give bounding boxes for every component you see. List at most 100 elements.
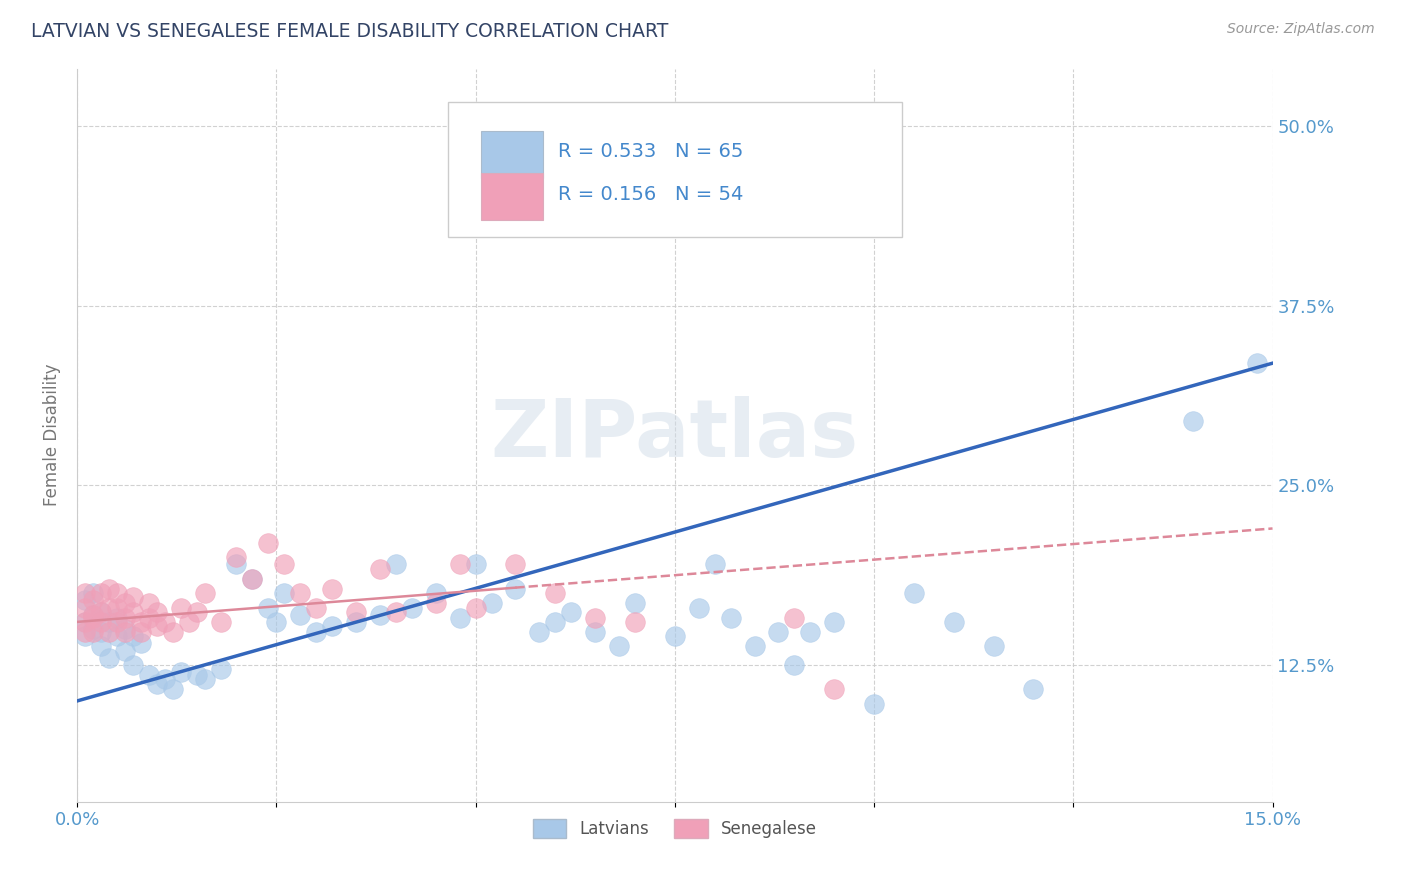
Point: [105, 610, 128, 624]
Point: [464, 600, 486, 615]
Point: [98, 582, 121, 596]
Point: [768, 624, 790, 639]
Point: [138, 668, 160, 682]
Point: [664, 629, 686, 643]
Point: [82, 593, 104, 607]
Point: [129, 624, 152, 639]
Point: [257, 600, 280, 615]
Point: [98, 615, 121, 629]
Point: [105, 629, 128, 643]
Text: R = 0.533   N = 65: R = 0.533 N = 65: [558, 142, 742, 161]
Point: [425, 586, 447, 600]
Point: [744, 640, 766, 654]
Point: [385, 558, 408, 572]
Point: [177, 615, 200, 629]
Point: [153, 673, 176, 687]
Point: [82, 607, 104, 622]
Point: [560, 605, 582, 619]
Point: [186, 605, 208, 619]
Point: [1246, 356, 1268, 370]
Legend: Latvians, Senegalese: Latvians, Senegalese: [526, 812, 824, 845]
Point: [529, 624, 551, 639]
Point: [114, 596, 136, 610]
Point: [138, 610, 160, 624]
FancyBboxPatch shape: [447, 102, 901, 237]
Point: [583, 624, 606, 639]
Point: [82, 624, 104, 639]
Point: [90, 624, 112, 639]
Point: [73, 615, 96, 629]
Point: [90, 605, 112, 619]
Point: [186, 668, 208, 682]
Point: [624, 615, 647, 629]
FancyBboxPatch shape: [481, 173, 543, 220]
Point: [98, 600, 121, 615]
Point: [122, 658, 145, 673]
Point: [290, 586, 312, 600]
Point: [146, 605, 169, 619]
Point: [209, 615, 232, 629]
Text: R = 0.156   N = 54: R = 0.156 N = 54: [558, 186, 742, 204]
Point: [114, 610, 136, 624]
Point: [257, 536, 280, 550]
Point: [583, 610, 606, 624]
Point: [607, 640, 630, 654]
Point: [505, 582, 527, 596]
Point: [481, 596, 503, 610]
Point: [266, 615, 288, 629]
Point: [105, 615, 128, 629]
Point: [1181, 414, 1204, 428]
Point: [98, 650, 121, 665]
FancyBboxPatch shape: [481, 131, 543, 178]
Point: [194, 586, 217, 600]
Point: [242, 572, 264, 586]
Point: [105, 586, 128, 600]
Point: [122, 591, 145, 605]
Point: [122, 605, 145, 619]
Text: Source: ZipAtlas.com: Source: ZipAtlas.com: [1227, 22, 1375, 37]
Point: [321, 582, 343, 596]
Point: [242, 572, 264, 586]
Text: LATVIAN VS SENEGALESE FEMALE DISABILITY CORRELATION CHART: LATVIAN VS SENEGALESE FEMALE DISABILITY …: [31, 22, 668, 41]
Point: [194, 673, 217, 687]
Point: [73, 629, 96, 643]
Point: [225, 558, 247, 572]
Point: [90, 640, 112, 654]
Text: ZIPatlas: ZIPatlas: [491, 396, 859, 474]
Point: [98, 624, 121, 639]
Point: [385, 605, 408, 619]
Point: [82, 586, 104, 600]
Point: [544, 586, 567, 600]
Point: [368, 607, 391, 622]
Point: [1022, 682, 1045, 697]
Point: [225, 550, 247, 565]
Point: [129, 636, 152, 650]
Point: [162, 624, 184, 639]
Point: [368, 562, 391, 576]
Point: [273, 558, 295, 572]
Point: [401, 600, 423, 615]
Point: [90, 605, 112, 619]
Point: [73, 600, 96, 615]
Point: [720, 610, 742, 624]
Point: [146, 619, 169, 633]
Point: [146, 676, 169, 690]
Point: [82, 607, 104, 622]
Point: [129, 615, 152, 629]
Point: [138, 596, 160, 610]
Point: [344, 615, 367, 629]
Point: [305, 624, 328, 639]
Point: [321, 619, 343, 633]
Point: [170, 665, 193, 680]
Point: [290, 607, 312, 622]
Point: [783, 610, 806, 624]
Point: [114, 643, 136, 657]
Point: [624, 596, 647, 610]
Point: [114, 624, 136, 639]
Point: [903, 586, 925, 600]
Point: [73, 593, 96, 607]
Point: [209, 662, 232, 676]
Point: [703, 558, 725, 572]
Point: [82, 610, 104, 624]
Point: [544, 615, 567, 629]
